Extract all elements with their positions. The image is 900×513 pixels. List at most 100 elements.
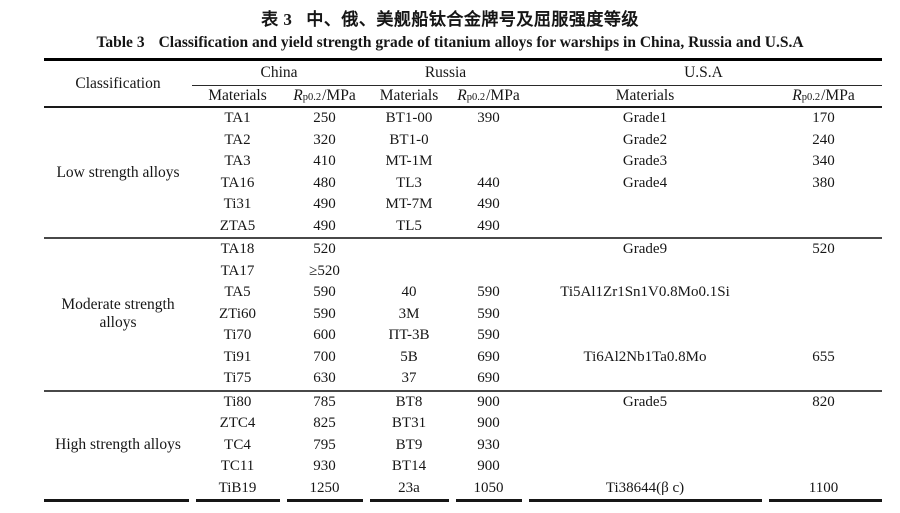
table-cell (765, 216, 882, 238)
table-cell: Grade3 (622, 153, 668, 170)
table-row: TiB19 1250 23a 1050 Ti38644(β c) 1100 (192, 478, 882, 500)
alloy-group: Moderate strength alloys TA18 520 Grade9 520… (44, 237, 882, 390)
table-cell: 655 (812, 348, 835, 365)
table-cell: 490 (313, 217, 336, 234)
table-row: ZTi60 590 3M 590 (192, 304, 882, 326)
table-cell: MT-1M (385, 153, 433, 170)
table-cell: 40 (401, 284, 417, 301)
table-cell: Grade2 (622, 131, 668, 148)
rp-subscript: p0.2 (466, 91, 486, 103)
table-cell: MT-7M (385, 196, 433, 213)
table-cell: BT8 (395, 393, 423, 410)
table-row: TC11 930 BT14 900 (192, 456, 882, 478)
table-cell (452, 130, 525, 152)
table-cell: Ti80 (223, 393, 252, 410)
table-caption-zh-text: 中、俄、美舰船钛合金牌号及屈服强度等级 (306, 10, 639, 29)
table-row: TA16 480 TL3 440 Grade4 380 (192, 173, 882, 195)
alloy-group: High strength alloys Ti80 785 BT8 900 Grade5 8… (44, 389, 882, 500)
table-cell: Grade5 (622, 393, 668, 410)
table-cell: 170 (812, 110, 835, 127)
table-cell: 23a (398, 479, 420, 496)
table-cell: BT9 (395, 436, 423, 453)
table-cell: BT1-00 (385, 110, 433, 127)
table-row: Ti91 700 5B 690 Ti6Al2Nb1Ta0.8Mo 655 (192, 347, 882, 369)
header-country-russia: Russia (424, 64, 467, 82)
table-cell: 490 (313, 196, 336, 213)
table-cell: 590 (313, 305, 336, 322)
table-cell (366, 239, 452, 261)
rule-segment (769, 499, 882, 502)
table-row: ZTA5 490 TL5 490 (192, 216, 882, 238)
table-cell: 785 (313, 393, 336, 410)
table-row: TA5 590 40 590 Ti5Al1Zr1Sn1V0.8Mo0.1Si (192, 282, 882, 304)
table-body: Low strength alloys TA1 250 BT1-00 390 Grade1… (44, 108, 882, 499)
rp-unit: /MPa (486, 87, 520, 105)
rule-segment (287, 499, 363, 502)
table-cell: 590 (477, 284, 500, 301)
table-cell: 240 (812, 131, 835, 148)
table-cell (765, 368, 882, 390)
table-cell: 590 (313, 284, 336, 301)
table-cell: 520 (812, 241, 835, 258)
table-cell: BT14 (391, 458, 427, 475)
group-rows: TA18 520 Grade9 520 TA17 ≥520 TA5 590 40 590 Ti5Al… (192, 239, 882, 390)
table-cell: 480 (313, 174, 336, 191)
table-cell (525, 194, 765, 216)
table-cell: Ti6Al2Nb1Ta0.8Mo (583, 348, 707, 365)
table-cell: 340 (812, 153, 835, 170)
table-cell: Ti70 (223, 327, 252, 344)
table-cell: TL5 (396, 217, 422, 234)
table-cell: 1050 (473, 479, 504, 496)
table-caption-zh: 表 3 中、俄、美舰船钛合金牌号及屈服强度等级 (0, 5, 900, 30)
table-cell: TC11 (220, 458, 255, 475)
table-cell: 900 (477, 393, 500, 410)
table-cell: BT1-0 (389, 131, 429, 148)
table-caption-zh-label: 表 3 (261, 10, 293, 29)
table-cell: TiB19 (218, 479, 257, 496)
table-row: TA3 410 MT-1M Grade3 340 (192, 151, 882, 173)
group-label: High strength alloys (55, 436, 181, 454)
rp-unit: /MPa (821, 87, 855, 105)
table-cell (366, 261, 452, 283)
table-cell: 590 (477, 327, 500, 344)
table-cell (525, 325, 765, 347)
table-cell: ZTC4 (219, 415, 256, 432)
table-row: ZTC4 825 BT31 900 (192, 413, 882, 435)
table-cell: 900 (477, 415, 500, 432)
alloy-group: Low strength alloys TA1 250 BT1-00 390 Grade1… (44, 108, 882, 237)
table-cell: ZTi60 (219, 305, 256, 322)
rule-segment (44, 499, 189, 502)
table-cell (765, 325, 882, 347)
table-row: Ti75 630 37 690 (192, 368, 882, 390)
table-cell (765, 282, 882, 304)
table-cell: 900 (477, 458, 500, 475)
rp-unit: /MPa (322, 87, 356, 105)
table-cell (525, 261, 765, 283)
table-cell (525, 413, 765, 435)
table-cell (525, 304, 765, 326)
table-row: Ti31 490 MT-7M 490 (192, 194, 882, 216)
group-rows: Ti80 785 BT8 900 Grade5 820 ZTC4 825 BT31 900 TC4 7… (192, 392, 882, 500)
table-cell: 380 (812, 174, 835, 191)
table-cell (452, 261, 525, 283)
rp-symbol: R (457, 87, 467, 105)
table-cell: TL3 (396, 174, 422, 191)
table-cell: TA2 (224, 131, 251, 148)
table-row: TA17 ≥520 (192, 261, 882, 283)
table-cell: 410 (313, 153, 336, 170)
table-cell: Ti31 (223, 196, 252, 213)
table-cell (765, 304, 882, 326)
header-materials-russia: Materials (379, 87, 439, 105)
rp-subscript: p0.2 (801, 91, 821, 103)
table-cell: 490 (477, 217, 500, 234)
table-row: TA1 250 BT1-00 390 Grade1 170 (192, 108, 882, 130)
table-cell: TA5 (224, 284, 251, 301)
table-cell: TA18 (220, 241, 255, 258)
table-row: TA2 320 BT1-0 Grade2 240 (192, 130, 882, 152)
table-cell: Ti91 (223, 348, 252, 365)
table-row: Ti80 785 BT8 900 Grade5 820 (192, 392, 882, 414)
table-caption-en-text: Classification and yield strength grade … (158, 34, 804, 51)
